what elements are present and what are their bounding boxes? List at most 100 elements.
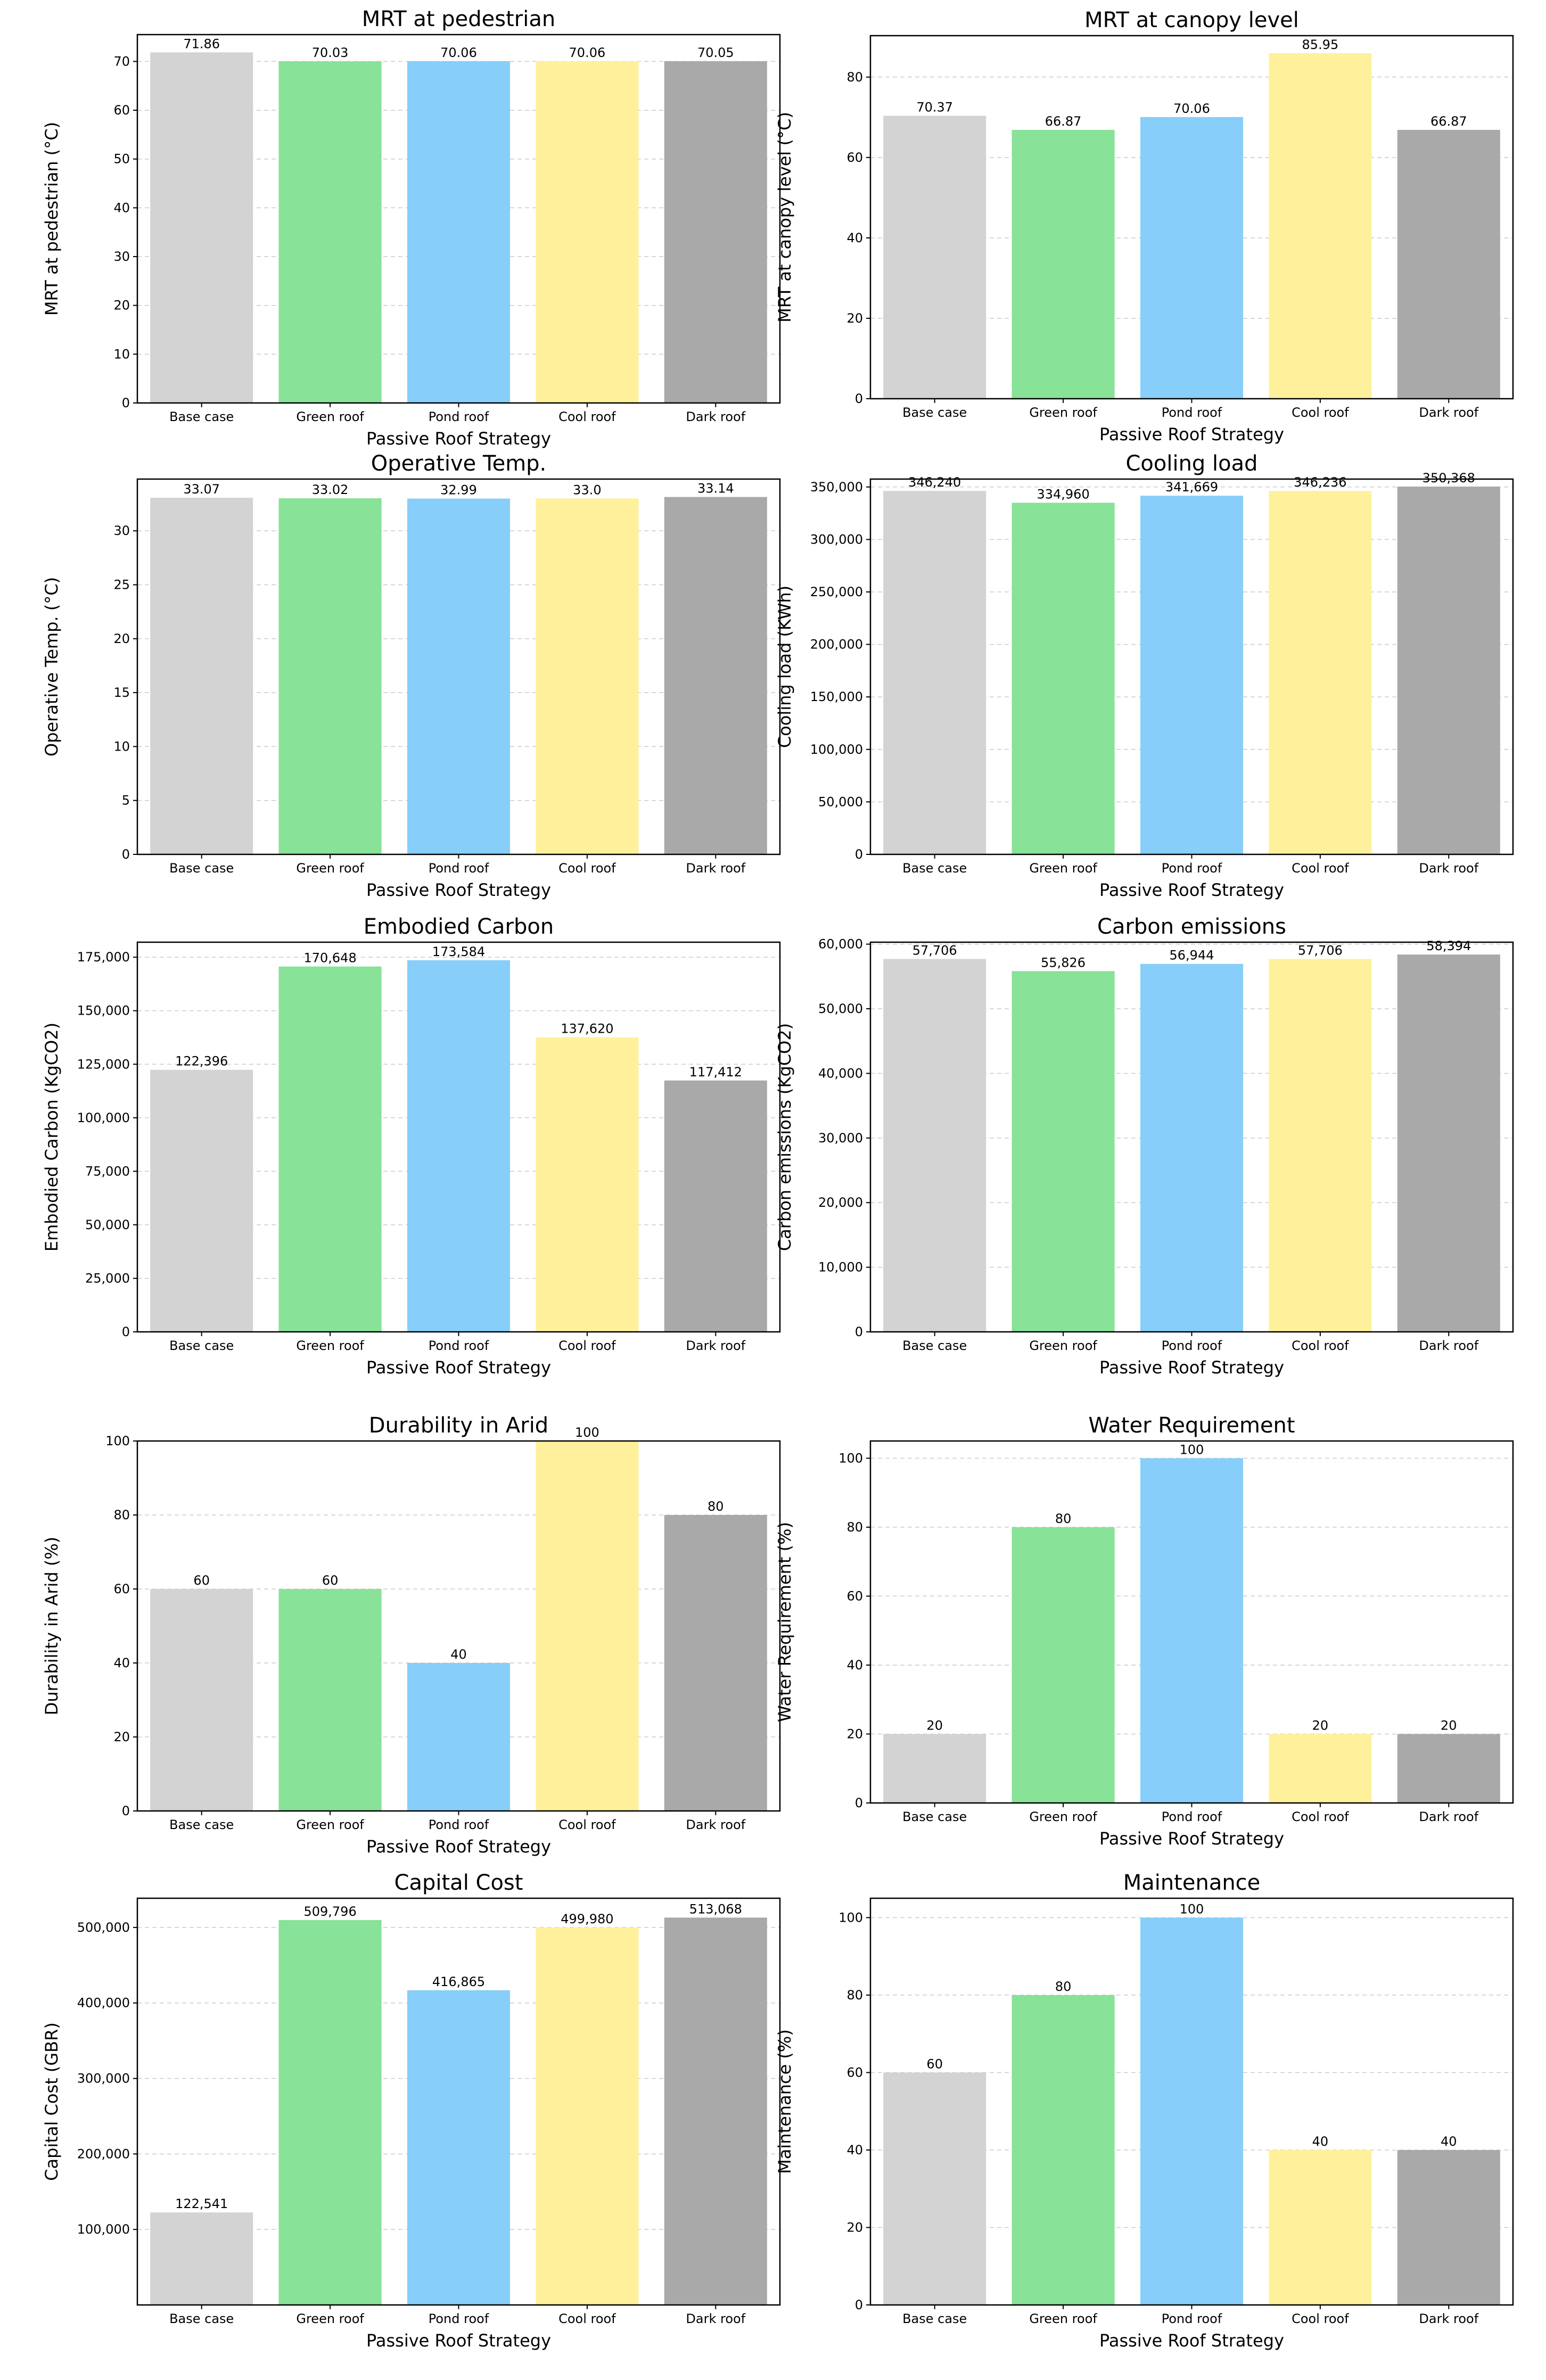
plot-frame [869, 941, 1514, 1333]
value-label: 80 [708, 1499, 724, 1514]
y-tick-label: 0 [855, 1324, 863, 1339]
plot-frame [869, 1897, 1514, 2306]
bar-pond-roof [407, 1663, 511, 1811]
y-tick-label: 125,000 [77, 1057, 130, 1072]
y-tick-label: 0 [855, 391, 863, 406]
x-tick-label: Base case [902, 1338, 967, 1353]
bar-dark-roof [664, 1917, 767, 2305]
x-tick-label: Cool roof [558, 409, 616, 424]
value-label: 70.06 [440, 45, 477, 60]
value-label: 513,068 [689, 1901, 742, 1916]
x-tick-label: Base case [169, 2311, 234, 2326]
bar-green-roof [278, 966, 382, 1332]
bar-pond-roof [1140, 1458, 1244, 1803]
value-label: 85.95 [1302, 37, 1339, 52]
y-tick-label: 30,000 [818, 1131, 863, 1146]
bar-dark-roof [664, 1080, 767, 1332]
y-tick-label: 0 [122, 847, 130, 862]
value-label: 416,865 [432, 1974, 485, 1989]
bar-pond-roof [1140, 496, 1244, 854]
y-axis-label: Durability in Arid (%) [42, 1537, 62, 1715]
y-tick-label: 60 [846, 1588, 863, 1603]
x-tick-label: Dark roof [1419, 861, 1478, 876]
y-tick-label: 20,000 [818, 1195, 863, 1210]
bar-green-roof [278, 1920, 382, 2305]
y-tick-label: 0 [122, 1803, 130, 1818]
x-tick-label: Cool roof [558, 861, 616, 876]
value-label: 40 [1312, 2134, 1329, 2149]
value-label: 70.03 [312, 45, 349, 60]
bar-base-case [883, 491, 986, 854]
bar-cool-roof [1269, 1734, 1372, 1803]
x-tick-label: Base case [902, 2311, 967, 2326]
value-label: 70.05 [697, 45, 734, 60]
value-label: 100 [1180, 1901, 1204, 1916]
x-tick-label: Cool roof [1292, 2311, 1349, 2326]
x-tick-label: Green roof [296, 1338, 364, 1353]
x-axis-label: Passive Roof Strategy [366, 2330, 551, 2351]
y-tick-label: 0 [122, 1324, 130, 1339]
y-tick-label: 100 [105, 1434, 130, 1448]
bar-cool-roof [536, 1441, 639, 1811]
y-tick-label: 100 [838, 1451, 863, 1465]
y-axis-label: Cooling load (KWh) [775, 586, 795, 748]
value-label: 80 [1055, 1511, 1072, 1526]
bar-pond-roof [1140, 963, 1244, 1332]
x-tick-label: Base case [169, 1817, 234, 1832]
value-label: 56,944 [1170, 948, 1214, 963]
y-tick-label: 60 [846, 150, 863, 165]
x-tick-label: Green roof [1029, 861, 1097, 876]
x-axis-label: Passive Roof Strategy [1099, 880, 1284, 900]
value-label: 20 [1312, 1718, 1329, 1733]
y-tick-label: 175,000 [77, 950, 130, 965]
value-label: 71.86 [183, 36, 220, 51]
y-tick-label: 25,000 [85, 1271, 130, 1286]
x-tick-label: Cool roof [558, 1338, 616, 1353]
value-label: 346,236 [1294, 475, 1346, 490]
x-tick-label: Base case [902, 1809, 967, 1824]
value-label: 40 [450, 1647, 467, 1662]
y-tick-label: 40 [846, 230, 863, 245]
x-axis-label: Passive Roof Strategy [366, 429, 551, 449]
y-tick-label: 60,000 [818, 937, 863, 952]
x-tick-label: Green roof [296, 409, 364, 424]
y-tick-label: 50,000 [85, 1217, 130, 1232]
bar-green-roof [1012, 503, 1115, 854]
x-tick-label: Green roof [1029, 1809, 1097, 1824]
x-tick-label: Dark roof [686, 1338, 745, 1353]
y-tick-label: 20 [113, 298, 130, 313]
bar-cool-roof [536, 498, 639, 854]
plot-frame [869, 35, 1514, 400]
y-tick-label: 300,000 [77, 2071, 130, 2086]
y-tick-label: 30 [113, 523, 130, 538]
chart-title: Durability in Arid [369, 1413, 548, 1438]
y-tick-label: 300,000 [810, 532, 863, 547]
y-tick-label: 20 [113, 1730, 130, 1744]
y-tick-label: 75,000 [85, 1164, 130, 1179]
y-tick-label: 30 [113, 249, 130, 264]
x-tick-label: Green roof [1029, 405, 1097, 420]
value-label: 20 [1441, 1718, 1457, 1733]
x-tick-label: Dark roof [1419, 2311, 1478, 2326]
value-label: 66.87 [1430, 114, 1467, 129]
bar-base-case [150, 1589, 253, 1811]
x-tick-label: Cool roof [558, 1817, 616, 1832]
y-tick-label: 60 [113, 103, 130, 118]
y-tick-label: 10 [113, 739, 130, 754]
bar-dark-roof [1397, 2150, 1500, 2305]
x-tick-label: Green roof [296, 2311, 364, 2326]
x-tick-label: Cool roof [1292, 405, 1349, 420]
x-axis-label: Passive Roof Strategy [1099, 1357, 1284, 1378]
bar-green-roof [1012, 971, 1115, 1332]
y-tick-label: 20 [846, 2220, 863, 2235]
x-tick-label: Pond roof [1162, 1809, 1222, 1824]
x-tick-label: Base case [169, 1338, 234, 1353]
x-tick-label: Green roof [1029, 1338, 1097, 1353]
chart-title: MRT at canopy level [1084, 8, 1299, 32]
